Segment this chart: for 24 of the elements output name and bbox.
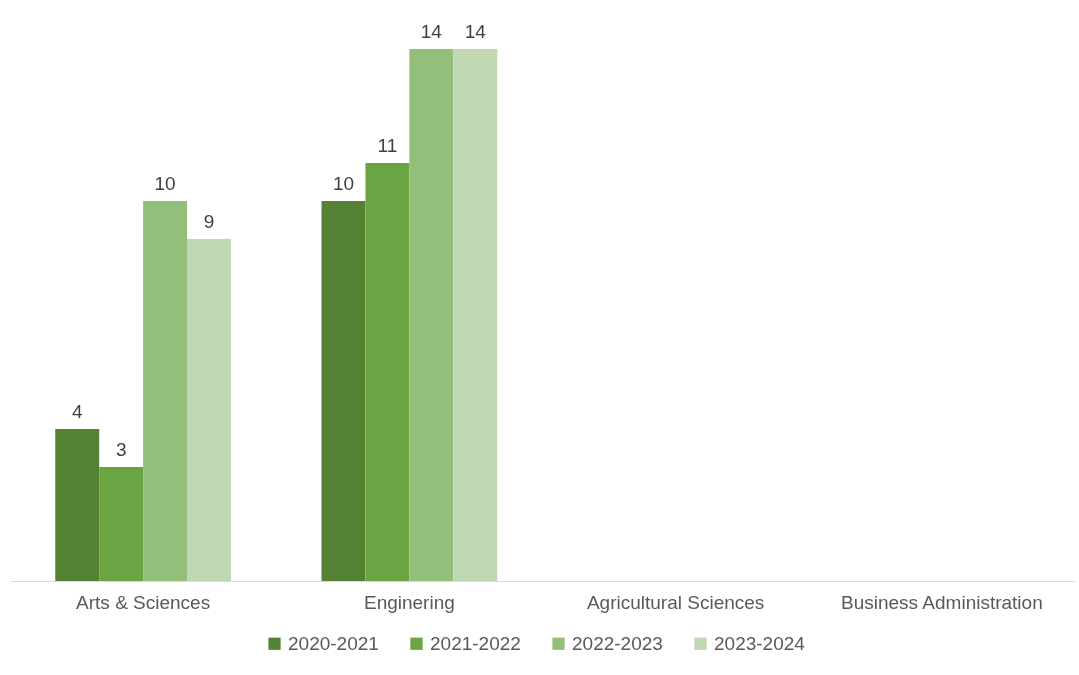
bar: [409, 49, 454, 581]
bar: [55, 429, 100, 581]
data-label: 9: [203, 211, 215, 232]
data-label: 10: [332, 173, 355, 194]
data-label: 14: [464, 21, 487, 42]
data-label: 14: [420, 21, 443, 42]
data-label: 3: [115, 439, 127, 460]
data-label: 11: [377, 135, 398, 156]
x-tick-label: Agricultural Sciences: [586, 591, 765, 613]
data-label: 4: [71, 401, 83, 422]
bar: [187, 239, 231, 581]
bar: [365, 163, 410, 581]
bar: [453, 49, 498, 581]
legend-label: 2022-2023: [572, 632, 663, 654]
bar: [143, 201, 188, 581]
x-tick-label: Arts & Sciences: [76, 591, 211, 613]
legend-label: 2023-2024: [714, 632, 806, 654]
data-label: 10: [154, 173, 176, 194]
legend-label: 2020-2021: [288, 632, 379, 654]
x-tick-label: Enginering: [363, 591, 455, 613]
bar: [99, 467, 144, 581]
x-tick-label: Business Administration: [841, 591, 1043, 613]
legend-label: 2021-2022: [430, 632, 521, 654]
bar: [321, 201, 366, 581]
